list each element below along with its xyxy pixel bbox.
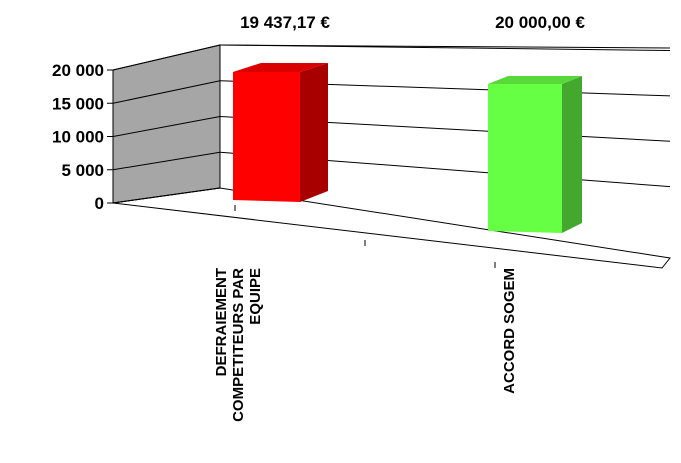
gridline-back [219,44,671,51]
floor-outline [112,187,671,269]
category-label-line: ACCORD SOGEM [501,268,518,394]
category-label-line: DEFRAIEMENT [213,268,230,376]
data-labels: 19 437,17 € 20 000,00 € [240,13,585,32]
category-label-line: COMPETITEURS PAR [230,268,247,422]
bar-top [233,63,328,72]
category-labels: DEFRAIEMENT COMPETITEURS PAR EQUIPE ACCORD … [213,268,518,422]
category-label-line: EQUIPE [247,268,264,325]
bar-front [233,72,300,202]
y-axis-tick-labels: 0 5 000 10 000 15 000 20 000 [52,61,104,213]
data-label-2: 20 000,00 € [495,13,585,32]
y-tick-label: 20 000 [52,61,104,80]
gridline-side [112,80,221,104]
y-tick-label: 5 000 [61,161,104,180]
gridline-side [112,187,221,204]
bar-front [488,84,562,233]
bar-2 [488,76,582,233]
category-label-2: ACCORD SOGEM [501,268,518,394]
data-label-1: 19 437,17 € [240,13,330,32]
gridline-side [112,116,221,137]
bars [233,63,582,233]
bar-top [488,76,582,84]
bar-side [562,76,582,233]
gridline-side [112,151,221,171]
gridline-side [112,44,221,71]
y-tick-label: 15 000 [52,94,104,113]
side-wall [112,44,221,204]
category-label-1: DEFRAIEMENT COMPETITEURS PAR EQUIPE [213,268,264,422]
bar-side [300,63,328,202]
y-tick-label: 10 000 [52,128,104,147]
y-tick-label: 0 [95,194,104,213]
bar-1 [233,63,328,202]
